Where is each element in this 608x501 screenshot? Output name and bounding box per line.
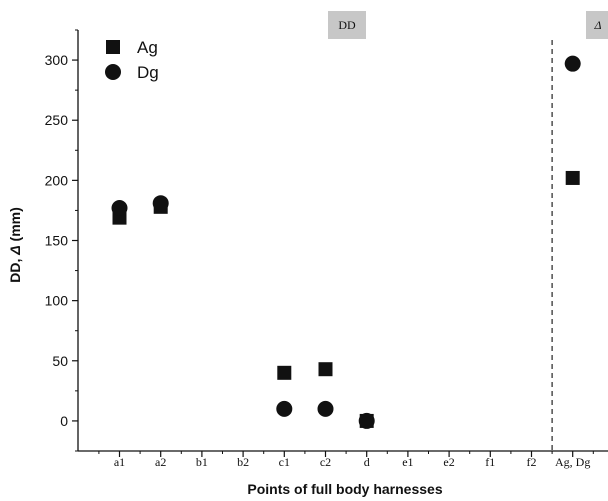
y-tick-label: 100 (45, 293, 69, 309)
y-tick-label: 200 (45, 172, 69, 188)
x-tick-label: e2 (443, 455, 454, 469)
y-axis-title-main: DD, (7, 255, 23, 283)
y-tick-label: 300 (45, 52, 69, 68)
region-label: DD (338, 18, 356, 32)
x-tick-label: f2 (527, 455, 537, 469)
region-labels: DD Δ (328, 11, 608, 39)
x-tick-label: b2 (237, 455, 249, 469)
data-point-circle (317, 400, 334, 417)
data-point-square (318, 362, 333, 377)
data-point-square (565, 170, 580, 185)
x-tick-label: c2 (320, 455, 331, 469)
region-label-box (328, 11, 366, 39)
x-tick-label: c1 (279, 455, 290, 469)
y-tick-label: 50 (52, 353, 68, 369)
x-tick-label: e1 (402, 455, 413, 469)
legend-marker-circle (105, 64, 121, 80)
data-point-circle (358, 412, 375, 429)
region-label: Δ (593, 18, 601, 32)
y-axis-title-unit: (mm) (7, 207, 23, 245)
x-axis-title: Points of full body harnesses (247, 481, 442, 497)
y-tick-label: 0 (60, 413, 68, 429)
legend-label: Ag (137, 38, 158, 57)
y-axis-title: DD, Δ (mm) (7, 207, 23, 283)
data-point-circle (111, 200, 128, 217)
x-tick-label: b1 (196, 455, 208, 469)
x-tick-label: a2 (155, 455, 166, 469)
x-tick-label: Ag, Dg (555, 455, 590, 469)
axes: 0 50 100 150 200 250 300 a1 a2 b1 b2 c1 c2 d e1 e2 f1 f2 A… (45, 29, 608, 469)
data-point-circle (276, 400, 293, 417)
y-axis-title-delta: Δ (7, 245, 23, 255)
legend: Ag Dg (105, 38, 159, 82)
data-point-circle (152, 195, 169, 212)
legend-label: Dg (137, 63, 159, 82)
x-tick-label: a1 (114, 455, 125, 469)
region-label-box (586, 11, 608, 39)
data-point-square (277, 365, 292, 380)
x-tick-label: d (364, 455, 370, 469)
data-point-circle (564, 55, 581, 72)
y-tick-label: 250 (45, 112, 69, 128)
y-tick-label: 150 (45, 233, 69, 249)
data-marks (111, 55, 581, 429)
x-tick-label: f1 (485, 455, 495, 469)
legend-marker-square (106, 40, 120, 54)
